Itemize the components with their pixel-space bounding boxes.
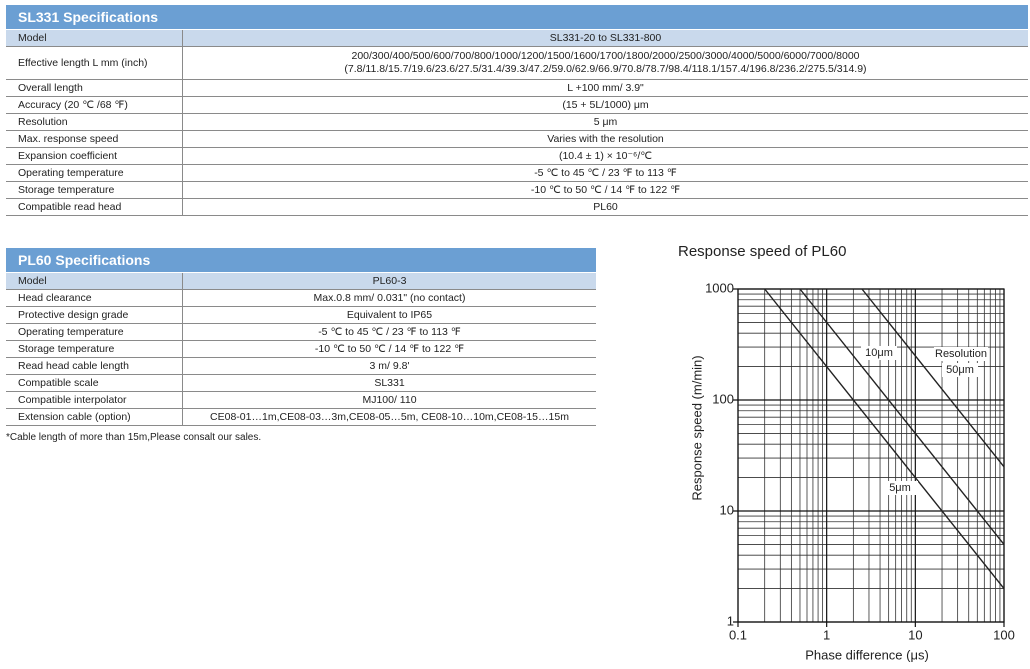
- row: Compatible scale SL331: [6, 374, 596, 392]
- row: Operating temperature -5 ℃ to 45 ℃ / 23 ℉…: [6, 323, 596, 341]
- value-cell: -10 ℃ to 50 ℃ / 14 ℉ to 122 ℉: [182, 340, 596, 358]
- label-cell: Compatible scale: [6, 374, 183, 392]
- label-cell: Operating temperature: [6, 164, 183, 182]
- label-cell: Storage temperature: [6, 340, 183, 358]
- table-title: SL331 Specifications: [6, 5, 1028, 30]
- value-cell: -10 ℃ to 50 ℃ / 14 ℉ to 122 ℉: [182, 181, 1028, 199]
- row: Storage temperature -10 ℃ to 50 ℃ / 14 ℉ …: [6, 340, 596, 358]
- label-cell: Compatible read head: [6, 198, 183, 216]
- series-label: 50μm: [946, 364, 974, 376]
- value-cell: -5 ℃ to 45 ℃ / 23 ℉ to 113 ℉: [182, 164, 1028, 182]
- label-bg: [934, 347, 988, 361]
- label-bg: [861, 346, 897, 360]
- row: Expansion coefficient (10.4 ± 1) × 10⁻⁶/℃: [6, 147, 1028, 165]
- row: Read head cable length 3 m/ 9.8': [6, 357, 596, 375]
- label-cell: Storage temperature: [6, 181, 183, 199]
- value-cell: MJ100/ 110: [182, 391, 596, 409]
- row: Model PL60-3: [6, 272, 596, 290]
- row: Storage temperature -10 ℃ to 50 ℃ / 14 ℉ …: [6, 181, 1028, 199]
- table-title: PL60 Specifications: [6, 248, 596, 273]
- title-row: PL60 Specifications: [6, 248, 596, 273]
- row: Head clearance Max.0.8 mm/ 0.031" (no con…: [6, 289, 596, 307]
- row: Accuracy (20 ℃ /68 ℉) (15 + 5L/1000) μm: [6, 96, 1028, 114]
- row: Max. response speed Varies with the resol…: [6, 130, 1028, 148]
- row: Model SL331-20 to SL331-800: [6, 29, 1028, 47]
- row: Operating temperature -5 ℃ to 45 ℃ / 23 ℉…: [6, 164, 1028, 182]
- label-cell: Resolution: [6, 113, 183, 131]
- label-cell: Model: [6, 272, 183, 290]
- row: Extension cable (option) CE08-01…1m,CE08-…: [6, 408, 596, 426]
- value-cell: L +100 mm/ 3.9": [182, 79, 1028, 97]
- y-tick-label: 1000: [705, 280, 734, 295]
- label-cell: Accuracy (20 ℃ /68 ℉): [6, 96, 183, 114]
- sl331-table: SL331 Specifications Model SL331-20 to SL3…: [6, 5, 1028, 216]
- label-cell: Head clearance: [6, 289, 183, 307]
- x-tick-label: 10: [908, 627, 922, 642]
- label-cell: Extension cable (option): [6, 408, 183, 426]
- label-cell: Expansion coefficient: [6, 147, 183, 165]
- label-cell: Compatible interpolator: [6, 391, 183, 409]
- x-tick-label: 1: [823, 627, 830, 642]
- x-tick-label: 100: [993, 627, 1015, 642]
- value-cell: PL60-3: [182, 272, 596, 290]
- value-cell: SL331-20 to SL331-800: [182, 29, 1028, 47]
- row: Compatible read head PL60: [6, 198, 1028, 216]
- row: Overall length L +100 mm/ 3.9": [6, 79, 1028, 97]
- label-bg: [942, 363, 978, 377]
- label-cell: Model: [6, 29, 183, 47]
- x-axis-label: Phase difference (μs): [805, 647, 929, 662]
- y-tick-label: 100: [712, 391, 734, 406]
- series-line: [861, 288, 1005, 468]
- y-axis-label: Response speed (m/min): [689, 355, 704, 500]
- row: Protective design grade Equivalent to IP6…: [6, 306, 596, 324]
- value-cell: Varies with the resolution: [182, 130, 1028, 148]
- plot-frame: [737, 288, 1005, 623]
- value-line: 200/300/400/500/600/700/800/1000/1200/15…: [351, 50, 860, 62]
- label-cell: Overall length: [6, 79, 183, 97]
- value-cell: 5 μm: [182, 113, 1028, 131]
- series-line: [764, 288, 1005, 590]
- row: Effective length L mm (inch) 200/300/400/…: [6, 46, 1028, 80]
- annotation: Resolution: [935, 348, 987, 360]
- value-cell: 3 m/ 9.8': [182, 357, 596, 375]
- value-cell: CE08-01…1m,CE08-03…3m,CE08-05…5m, CE08-1…: [182, 408, 596, 426]
- x-tick-label: 0.1: [729, 627, 747, 642]
- value-cell: Max.0.8 mm/ 0.031" (no contact): [182, 289, 596, 307]
- label-cell: Operating temperature: [6, 323, 183, 341]
- pl60-table: PL60 Specifications Model PL60-3 Head clear…: [6, 248, 596, 426]
- value-line: (7.8/11.8/15.7/19.6/23.6/27.5/31.4/39.3/…: [344, 63, 867, 75]
- value-cell: 200/300/400/500/600/700/800/1000/1200/15…: [182, 46, 1028, 80]
- series-label: 10μm: [865, 347, 893, 359]
- label-bg: [882, 481, 918, 495]
- label-cell: Effective length L mm (inch): [6, 46, 183, 80]
- row: Resolution 5 μm: [6, 113, 1028, 131]
- value-cell: -5 ℃ to 45 ℃ / 23 ℉ to 113 ℉: [182, 323, 596, 341]
- value-cell: PL60: [182, 198, 1028, 216]
- label-cell: Max. response speed: [6, 130, 183, 148]
- value-cell: Equivalent to IP65: [182, 306, 596, 324]
- value-cell: (15 + 5L/1000) μm: [182, 96, 1028, 114]
- y-tick-label: 10: [720, 502, 734, 517]
- title-row: SL331 Specifications: [6, 5, 1028, 30]
- value-cell: SL331: [182, 374, 596, 392]
- series-line: [799, 288, 1005, 545]
- note: *Cable length of more than 15m,Please co…: [6, 432, 262, 443]
- chart-title: Response speed of PL60: [678, 243, 846, 260]
- y-tick-label: 1: [727, 613, 734, 628]
- label-cell: Protective design grade: [6, 306, 183, 324]
- series-label: 5μm: [889, 482, 911, 494]
- label-cell: Read head cable length: [6, 357, 183, 375]
- value-cell: (10.4 ± 1) × 10⁻⁶/℃: [182, 147, 1028, 165]
- row: Compatible interpolator MJ100/ 110: [6, 391, 596, 409]
